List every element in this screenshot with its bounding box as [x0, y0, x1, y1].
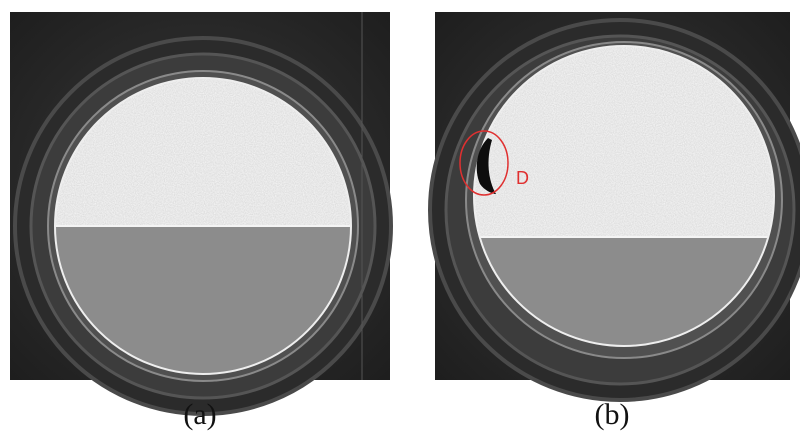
panel-a — [10, 12, 391, 414]
annotation: D — [516, 168, 529, 188]
figure: D (a) (b) — [0, 0, 800, 436]
panel-b: D — [430, 12, 800, 400]
panel-label: (b) — [595, 398, 630, 431]
panel-label: (a) — [183, 398, 216, 431]
